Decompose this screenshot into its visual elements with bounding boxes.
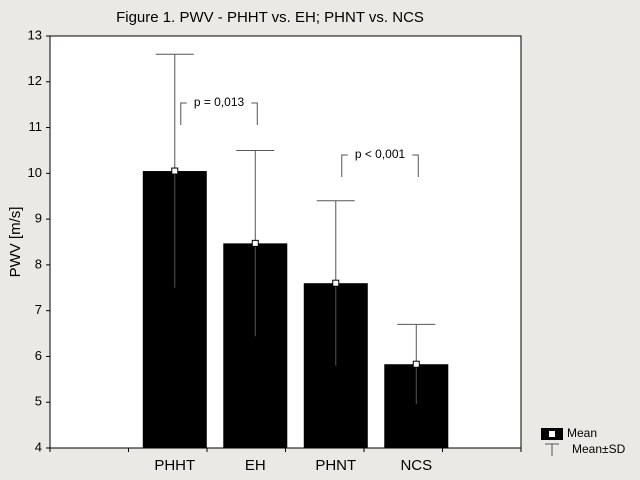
mean-marker [332, 279, 340, 287]
annotation: p = 0,013 [194, 95, 245, 109]
y-tick-label: 10 [28, 165, 42, 180]
x-tick-label: PHHT [154, 457, 195, 474]
legend-marker [549, 431, 555, 437]
mean-marker [251, 239, 259, 247]
y-tick-label: 9 [35, 211, 42, 226]
legend-label: Mean [567, 426, 597, 440]
y-tick-label: 4 [35, 439, 42, 454]
annotation: p < 0,001 [355, 147, 406, 161]
y-tick-label: 8 [35, 256, 42, 271]
legend-errorbar [545, 443, 559, 456]
mean-marker [171, 167, 179, 175]
x-tick-label: NCS [400, 457, 432, 474]
mean-marker [412, 360, 420, 368]
bracket [341, 154, 419, 177]
y-tick-label: 7 [35, 302, 42, 317]
y-axis-label: PWV [m/s] [7, 207, 24, 278]
y-tick-label: 13 [28, 27, 42, 42]
x-tick-label: EH [245, 457, 266, 474]
y-tick-label: 11 [29, 119, 43, 134]
chart-title: Figure 1. PWV - PHHT vs. EH; PHNT vs. NC… [116, 9, 424, 26]
y-tick-label: 6 [35, 348, 42, 363]
legend-label: Mean±SD [572, 442, 626, 456]
y-tick-label: 12 [28, 73, 42, 88]
bracket [180, 102, 258, 125]
x-tick-label: PHNT [315, 457, 356, 474]
y-tick-label: 5 [35, 394, 42, 409]
